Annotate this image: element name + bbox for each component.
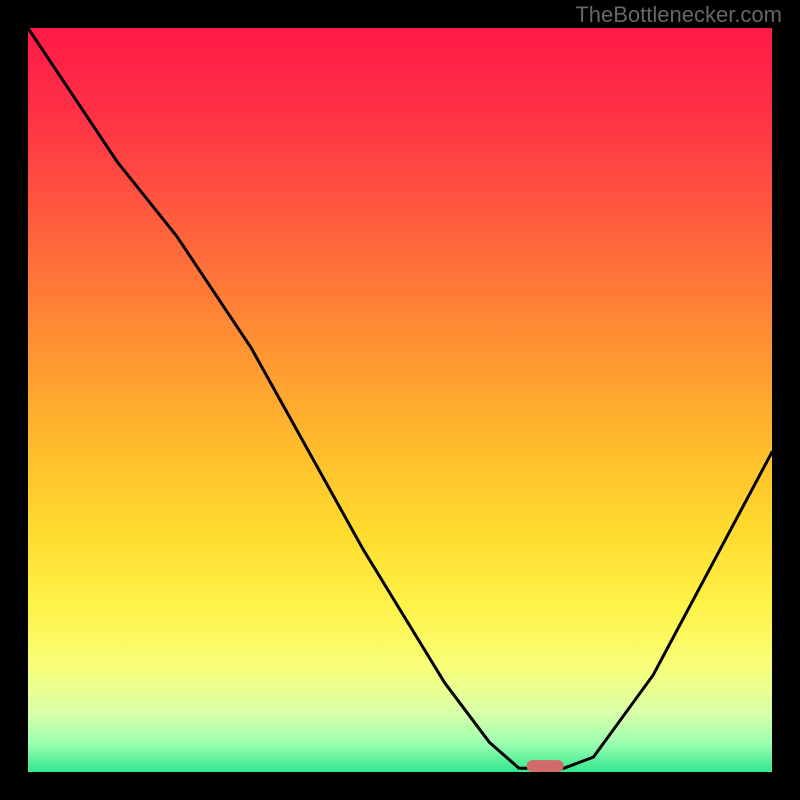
watermark-text: TheBottlenecker.com	[575, 2, 782, 28]
optimal-marker	[527, 760, 564, 772]
bottleneck-chart	[28, 28, 772, 772]
chart-container	[28, 28, 772, 772]
